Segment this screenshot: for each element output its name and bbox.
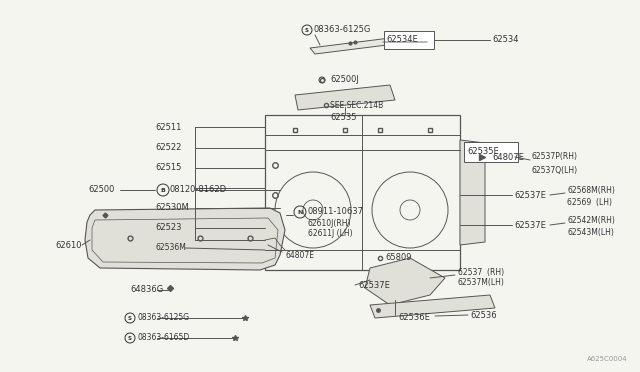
Text: 08911-10637: 08911-10637 xyxy=(308,208,364,217)
Text: 62536E: 62536E xyxy=(398,314,430,323)
Text: 62537E: 62537E xyxy=(514,190,546,199)
Text: 62537E: 62537E xyxy=(514,221,546,230)
Polygon shape xyxy=(85,208,285,270)
Text: 62610J(RH): 62610J(RH) xyxy=(308,219,351,228)
Text: 62534: 62534 xyxy=(492,35,518,45)
Text: 62543M(LH): 62543M(LH) xyxy=(567,228,614,237)
Text: 62610: 62610 xyxy=(55,241,81,250)
Text: 62537E: 62537E xyxy=(358,280,390,289)
Text: 64807E: 64807E xyxy=(492,153,524,161)
Text: 08120-8162D: 08120-8162D xyxy=(170,186,227,195)
Text: 62536: 62536 xyxy=(470,311,497,320)
Polygon shape xyxy=(370,295,495,318)
Text: 64836G: 64836G xyxy=(130,285,163,295)
Polygon shape xyxy=(365,258,445,305)
Text: S: S xyxy=(305,28,309,32)
Text: 62534E: 62534E xyxy=(386,35,418,45)
Text: 62535E: 62535E xyxy=(467,148,499,157)
Text: 62537P(RH): 62537P(RH) xyxy=(532,153,578,161)
Text: 62537  (RH): 62537 (RH) xyxy=(458,267,504,276)
Text: 62500: 62500 xyxy=(88,186,115,195)
Text: A625C0004: A625C0004 xyxy=(588,356,628,362)
Text: B: B xyxy=(161,187,165,192)
Text: SEE SEC.214B: SEE SEC.214B xyxy=(330,100,383,109)
Polygon shape xyxy=(460,140,485,245)
Text: N: N xyxy=(298,209,303,215)
Text: 62568M(RH): 62568M(RH) xyxy=(567,186,615,195)
Polygon shape xyxy=(310,38,395,54)
Text: 62500J: 62500J xyxy=(330,76,359,84)
Text: 62537Q(LH): 62537Q(LH) xyxy=(532,166,578,174)
Text: 62515: 62515 xyxy=(155,164,181,173)
Bar xyxy=(265,115,460,270)
Text: 62530M: 62530M xyxy=(155,203,189,212)
Text: 65809: 65809 xyxy=(385,253,412,263)
Text: S: S xyxy=(128,315,132,321)
Text: 62511: 62511 xyxy=(155,122,181,131)
Text: 62537M(LH): 62537M(LH) xyxy=(458,279,505,288)
FancyBboxPatch shape xyxy=(384,31,434,49)
Text: 62522: 62522 xyxy=(155,144,181,153)
Text: 64807E: 64807E xyxy=(285,250,314,260)
Text: 62569  (LH): 62569 (LH) xyxy=(567,198,612,206)
Text: 62536M: 62536M xyxy=(155,244,186,253)
Text: 08363-6125G: 08363-6125G xyxy=(137,314,189,323)
Text: S: S xyxy=(128,336,132,340)
Text: 62611J (LH): 62611J (LH) xyxy=(308,230,353,238)
Text: 08363-6165D: 08363-6165D xyxy=(137,334,189,343)
Text: 62523: 62523 xyxy=(155,224,182,232)
Text: 08363-6125G: 08363-6125G xyxy=(314,26,371,35)
Polygon shape xyxy=(295,85,395,110)
FancyBboxPatch shape xyxy=(464,142,518,162)
Text: 62535: 62535 xyxy=(330,113,356,122)
Text: 62542M(RH): 62542M(RH) xyxy=(567,215,615,224)
